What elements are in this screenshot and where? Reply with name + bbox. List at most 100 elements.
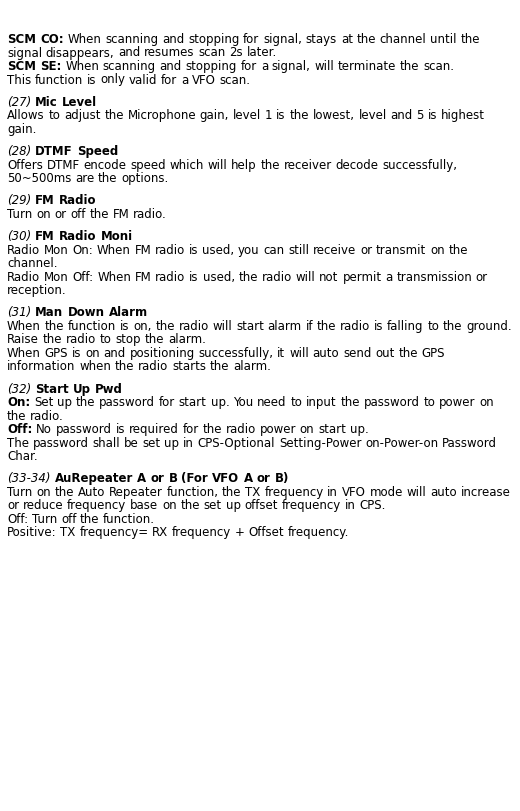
Text: start: start [318, 423, 346, 436]
Text: up: up [226, 500, 241, 513]
Text: Off:: Off: [72, 271, 94, 284]
Text: on: on [162, 500, 177, 513]
Text: the: the [448, 243, 468, 256]
Text: 2s: 2s [229, 46, 243, 59]
Text: CPS-Optional: CPS-Optional [198, 436, 275, 449]
Text: function: function [35, 74, 83, 87]
Text: only: only [100, 74, 125, 87]
Text: FM: FM [113, 208, 129, 221]
Text: radio: radio [226, 423, 256, 436]
Text: the: the [55, 486, 74, 499]
Text: SCM: SCM [7, 33, 36, 46]
Text: will: will [315, 60, 334, 73]
Text: and: and [160, 60, 182, 73]
Text: still: still [289, 243, 309, 256]
Text: the: the [290, 109, 309, 122]
Text: password: password [363, 396, 420, 410]
Text: auto: auto [430, 486, 457, 499]
Text: and: and [118, 46, 140, 59]
Text: in: in [328, 486, 338, 499]
Text: the: the [89, 208, 109, 221]
Text: is: is [374, 320, 384, 333]
Text: (29): (29) [7, 195, 31, 208]
Text: adjust: adjust [64, 109, 100, 122]
Text: for: for [161, 74, 177, 87]
Text: base: base [130, 500, 159, 513]
Text: is: is [120, 320, 129, 333]
Text: Auto: Auto [77, 486, 105, 499]
Text: function: function [68, 320, 116, 333]
Text: start: start [179, 396, 207, 410]
Text: the: the [317, 320, 336, 333]
Text: Set: Set [34, 396, 54, 410]
Text: on: on [430, 243, 445, 256]
Text: offset: offset [244, 500, 278, 513]
Text: level: level [358, 109, 387, 122]
Text: FM: FM [135, 243, 151, 256]
Text: Radio: Radio [7, 243, 40, 256]
Text: or: or [55, 208, 67, 221]
Text: information: information [7, 360, 75, 373]
Text: signal: signal [7, 46, 42, 59]
Text: Radio: Radio [59, 195, 97, 208]
Text: on: on [36, 208, 50, 221]
Text: is: is [72, 347, 81, 360]
Text: A: A [137, 473, 146, 486]
Text: ground.: ground. [466, 320, 512, 333]
Text: Password: Password [442, 436, 497, 449]
Text: starts: starts [172, 360, 206, 373]
Text: level: level [233, 109, 261, 122]
Text: or: or [360, 243, 372, 256]
Text: up: up [164, 436, 179, 449]
Text: to: to [48, 109, 60, 122]
Text: Mon: Mon [44, 243, 69, 256]
Text: the: the [239, 271, 258, 284]
Text: Pwd: Pwd [95, 383, 123, 396]
Text: VFO: VFO [342, 486, 366, 499]
Text: reduce: reduce [23, 500, 63, 513]
Text: Down: Down [68, 307, 105, 320]
Text: Positive:: Positive: [7, 526, 57, 539]
Text: when: when [79, 360, 111, 373]
Text: is: is [189, 243, 199, 256]
Text: the: the [340, 396, 360, 410]
Text: stopping: stopping [186, 60, 237, 73]
Text: DTMF: DTMF [35, 145, 73, 158]
Text: to: to [100, 333, 112, 346]
Text: permit: permit [342, 271, 382, 284]
Text: if: if [306, 320, 313, 333]
Text: transmission: transmission [396, 271, 472, 284]
Text: for: for [241, 60, 257, 73]
Text: used,: used, [202, 243, 235, 256]
Text: the: the [461, 33, 480, 46]
Text: Speed: Speed [77, 145, 119, 158]
Text: on,: on, [133, 320, 151, 333]
Text: encode: encode [84, 158, 126, 172]
Text: This: This [7, 74, 31, 87]
Text: input: input [306, 396, 336, 410]
Text: function,: function, [166, 486, 218, 499]
Text: out: out [375, 347, 395, 360]
Text: can: can [264, 243, 284, 256]
Text: radio: radio [155, 271, 186, 284]
Text: the: the [443, 320, 463, 333]
Text: highest: highest [441, 109, 485, 122]
Text: for: for [159, 396, 175, 410]
Text: FM: FM [135, 271, 152, 284]
Text: function.: function. [103, 513, 155, 526]
Text: will: will [289, 347, 309, 360]
Text: are: are [75, 172, 94, 185]
Text: No: No [36, 423, 52, 436]
Text: Start: Start [35, 383, 69, 396]
Text: radio: radio [66, 333, 96, 346]
Text: receiver: receiver [284, 158, 332, 172]
Text: Turn: Turn [7, 486, 32, 499]
Text: and: and [162, 33, 184, 46]
Text: on: on [85, 347, 100, 360]
Text: and: and [103, 347, 126, 360]
Text: shall: shall [93, 436, 120, 449]
Text: gain.: gain. [7, 122, 36, 135]
Text: (For: (For [181, 473, 208, 486]
Text: scan.: scan. [423, 60, 454, 73]
Text: On:: On: [72, 243, 93, 256]
